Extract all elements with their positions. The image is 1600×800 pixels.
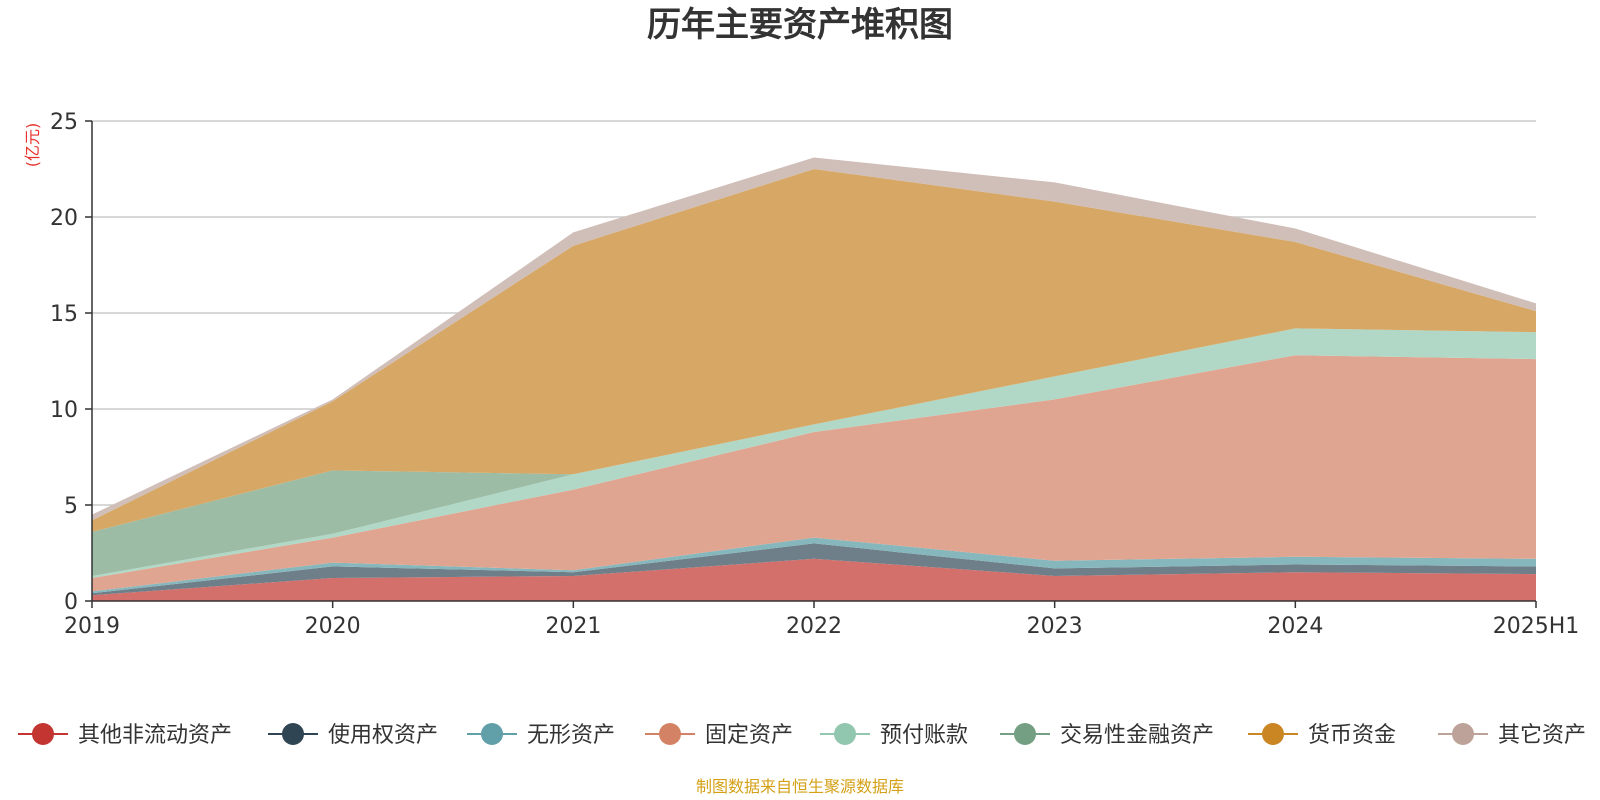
area-4 [92, 355, 1536, 592]
x-tick-label: 2025H1 [1493, 614, 1580, 639]
area-3 [92, 537, 1536, 594]
legend-item-6[interactable]: 交易性金融资产 [1000, 723, 1214, 748]
legend-label: 使用权资产 [328, 723, 438, 748]
legend-marker [282, 723, 304, 745]
legend: 其他非流动资产 使用权资产 无形资产 固定资产 预付账款 交易性金融资产 货币资金 其它资产 [18, 723, 1586, 748]
legend-marker [481, 723, 503, 745]
legend-label: 其他非流动资产 [78, 723, 232, 748]
legend-item-5[interactable]: 预付账款 [820, 723, 968, 748]
area-series [92, 157, 1536, 601]
source-note: 制图数据来自恒生聚源数据库 [696, 777, 904, 796]
area-2 [92, 543, 1536, 596]
y-tick-label: 0 [64, 590, 78, 615]
legend-label: 固定资产 [705, 723, 793, 748]
y-tick-label: 15 [50, 302, 78, 327]
y-axis-ticks: 0 5 10 15 20 25 [50, 110, 92, 615]
x-tick-label: 2019 [64, 614, 120, 639]
area-1 [92, 558, 1536, 601]
x-tick-label: 2023 [1027, 614, 1083, 639]
area-5 [92, 328, 1536, 578]
x-axis-ticks: 2019 2020 2021 2022 2023 2024 2025H1 [64, 601, 1579, 639]
legend-label: 货币资金 [1308, 723, 1396, 748]
x-tick-label: 2024 [1267, 614, 1323, 639]
legend-marker [1452, 723, 1474, 745]
legend-label: 预付账款 [880, 723, 968, 748]
legend-marker [1262, 723, 1284, 745]
legend-item-2[interactable]: 使用权资产 [268, 723, 438, 748]
legend-label: 其它资产 [1498, 723, 1586, 748]
area-7 [92, 169, 1536, 532]
legend-item-1[interactable]: 其他非流动资产 [18, 723, 232, 748]
y-tick-label: 5 [64, 494, 78, 519]
legend-item-7[interactable]: 货币资金 [1248, 723, 1396, 748]
x-tick-label: 2021 [545, 614, 601, 639]
legend-item-8[interactable]: 其它资产 [1438, 723, 1586, 748]
legend-item-3[interactable]: 无形资产 [467, 723, 615, 748]
x-tick-label: 2022 [786, 614, 842, 639]
y-tick-label: 25 [50, 110, 78, 135]
legend-label: 无形资产 [527, 723, 615, 748]
legend-marker [834, 723, 856, 745]
y-axis-unit: (亿元) [23, 123, 42, 168]
legend-marker [659, 723, 681, 745]
y-tick-label: 20 [50, 206, 78, 231]
legend-marker [32, 723, 54, 745]
legend-label: 交易性金融资产 [1060, 723, 1214, 748]
chart-title: 历年主要资产堆积图 [647, 5, 953, 45]
legend-marker [1014, 723, 1036, 745]
x-tick-label: 2020 [305, 614, 361, 639]
y-tick-label: 10 [50, 398, 78, 423]
legend-item-4[interactable]: 固定资产 [645, 723, 793, 748]
